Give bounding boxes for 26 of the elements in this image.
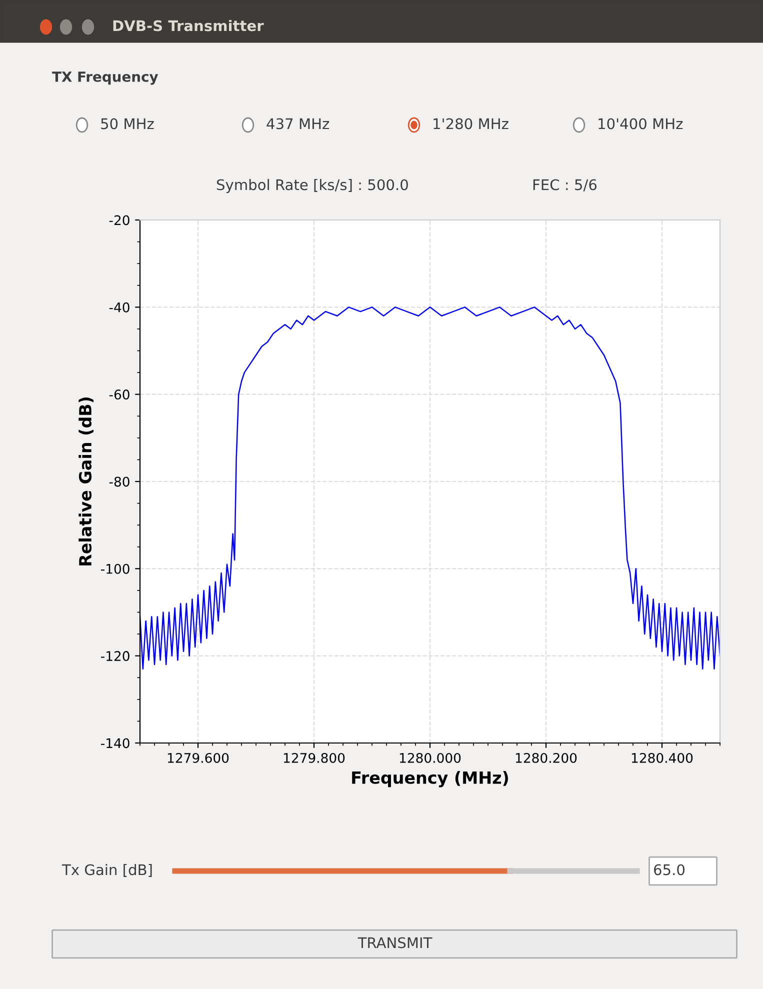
x-tick-label: 1280.200 [516,752,577,763]
chart-title: DVB-S Transmitter [113,20,264,32]
y-tick-label: -100 [100,564,130,574]
text: 10'400 MHz [598,118,683,130]
text: 50 MHz [101,118,154,130]
text: 1'280 MHz [434,118,508,130]
y-tick-label: -40 [109,302,130,312]
text: TRANSMIT [358,937,432,948]
y-tick-label: -80 [109,476,130,487]
y-tick-label: -140 [100,738,130,748]
text: Tx Gain [dB] [62,864,152,877]
y-tick-label: -120 [100,651,130,662]
text: FEC : 5/6 [533,179,597,192]
x-tick-label: 1279.800 [284,752,345,763]
y-axis-title: Relative Gain (dB) [78,397,94,566]
x-tick-label: 1279.600 [168,752,229,763]
text: TX Frequency [52,72,158,85]
y-tick-label: -60 [109,390,130,400]
x-tick-label: 1280.000 [400,752,461,763]
line-series [140,306,720,670]
text: 65.0 [654,864,685,876]
x-axis-title: Frequency (MHz) [352,771,508,788]
text: 437 MHz [266,118,330,130]
text: Symbol Rate [ks/s] : 500.0 [216,178,408,194]
y-tick-label: -20 [109,215,130,226]
x-tick-label: 1280.400 [632,752,693,763]
